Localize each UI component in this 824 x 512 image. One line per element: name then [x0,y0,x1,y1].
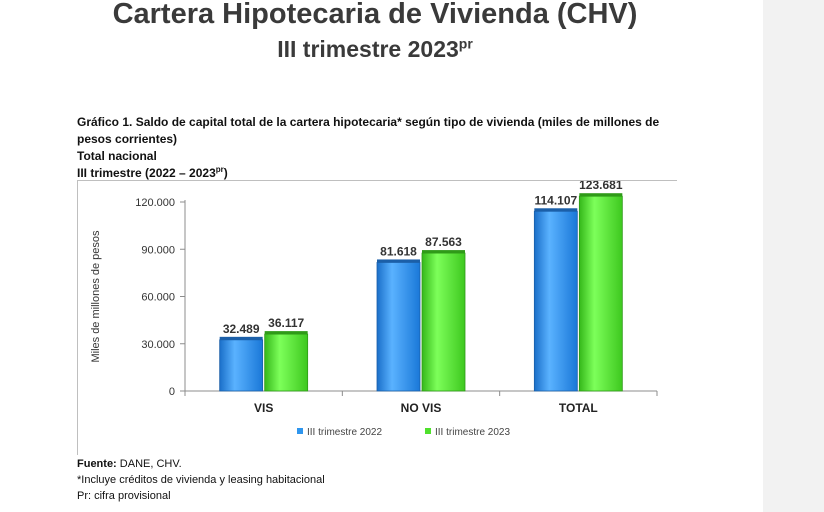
side-panel [763,0,824,512]
legend-swatch [425,428,431,434]
y-tick-label: 0 [169,386,175,398]
page-title: Cartera Hipotecaria de Vivienda (CHV) [112,0,638,30]
chart-caption-period-sup: pr [215,165,224,174]
data-label: 32.489 [223,322,260,336]
page-subtitle-sup: pr [458,35,473,52]
chart-frame-left-border [77,180,78,455]
chart-caption-period-text: III trimestre (2022 – 2023 [77,166,216,180]
x-tick-label: VIS [254,401,273,415]
y-tick-label: 30.000 [141,339,175,351]
source-note: Fuente: DANE, CHV. [77,456,677,472]
chart-caption-scope: Total nacional [77,149,157,163]
bar-chart: 0 30.000 60.000 90.000 120.000 Miles de millo… [90,178,658,438]
legend-label: III trimestre 2023 [435,427,510,438]
chart-frame: 0 30.000 60.000 90.000 120.000 Miles de millo… [77,178,677,455]
chart-caption-title: Gráfico 1. Saldo de capital total de la … [77,115,660,146]
y-tick-label: 120.000 [135,197,175,209]
legend-label: III trimestre 2022 [307,427,382,438]
y-tick-label: 60.000 [141,292,175,304]
chart-caption-period: III trimestre (2022 – 2023pr) [77,165,687,182]
bar-2022 [219,339,264,392]
legend-swatch [297,428,303,434]
bar-2023 [421,252,466,392]
x-tick-label: TOTAL [559,401,598,415]
bar-2022 [376,262,421,392]
data-label: 114.107 [534,193,577,207]
bar-2023 [264,333,309,392]
bar-top-cap [264,331,308,335]
y-axis-label: Miles de millones de pesos [90,230,102,363]
chart-frame-top-border [77,180,677,181]
page-subtitle: III trimestre 2023pr [0,36,750,63]
bar-top-cap [377,259,420,263]
page-subtitle-text: III trimestre 2023 [277,36,459,62]
chart-caption-period-end: ) [223,166,228,180]
bar-top-cap [219,336,263,340]
source-label: Fuente: [77,458,117,470]
data-label: 123.681 [579,180,623,192]
bar-top-cap [422,250,465,254]
bar-2023 [578,195,623,392]
data-label: 36.117 [268,316,304,330]
y-tick-label: 90.000 [141,244,175,256]
chart-caption: Gráfico 1. Saldo de capital total de la … [77,114,687,182]
bar-2022 [533,210,578,392]
bar-top-cap [534,208,578,212]
data-label: 81.618 [380,244,417,258]
footnote-provisional: Pr: cifra provisional [77,490,171,502]
source-text: DANE, CHV. [116,458,182,470]
footnote-credits: *Incluye créditos de vivienda y leasing … [77,474,325,486]
x-tick-label: NO VIS [401,401,442,415]
bar-top-cap [579,193,623,197]
notes: Fuente: DANE, CHV. *Incluye créditos de … [77,456,677,504]
data-label: 87.563 [425,235,462,249]
